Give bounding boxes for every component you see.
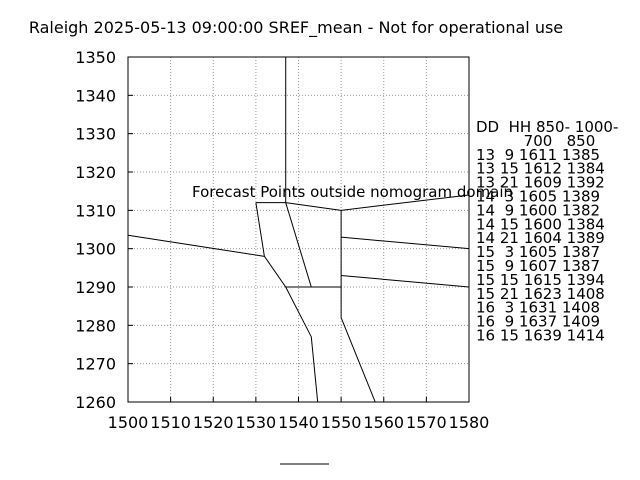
table-row: 14 3 1605 1389: [476, 188, 600, 206]
table-row: 14 21 1604 1389: [476, 229, 605, 247]
table-row: 15 15 1615 1394: [476, 271, 605, 289]
y-tick-label: 1270: [75, 355, 116, 374]
x-tick-label: 1530: [236, 413, 277, 432]
table-row: 13 9 1611 1385: [476, 146, 600, 164]
table-header-line: 700 850: [476, 132, 595, 150]
y-tick-label: 1290: [75, 278, 116, 297]
y-tick-label: 1340: [75, 86, 116, 105]
table-row: 14 9 1600 1382: [476, 201, 600, 219]
x-tick-label: 1580: [449, 413, 490, 432]
nomogram-line: [285, 286, 319, 403]
y-tick-label: 1300: [75, 240, 116, 259]
x-tick-label: 1520: [193, 413, 234, 432]
x-tick-label: 1570: [406, 413, 447, 432]
table-row: 15 3 1605 1387: [476, 243, 600, 261]
table-row: 15 21 1623 1408: [476, 285, 605, 303]
y-tick-label: 1350: [75, 48, 116, 67]
table-row: 16 9 1637 1409: [476, 313, 600, 331]
y-tick-label: 1280: [75, 316, 116, 335]
table-row: 16 3 1631 1408: [476, 299, 600, 317]
table-row: 16 15 1639 1414: [476, 327, 605, 345]
y-tick-label: 1310: [75, 201, 116, 220]
table-row: 13 15 1612 1384: [476, 160, 605, 178]
y-tick-label: 1260: [75, 393, 116, 412]
x-tick-label: 1550: [321, 413, 362, 432]
table-header-line: DD HH 850- 1000-: [476, 118, 618, 136]
nomogram-line: [285, 202, 312, 288]
table-row: 13 21 1609 1392: [476, 174, 605, 192]
outside-domain-annotation: Forecast Points outside nomogram domain: [192, 183, 513, 201]
nomogram-line: [340, 287, 376, 403]
table-row: 15 9 1607 1387: [476, 257, 600, 275]
y-tick-label: 1320: [75, 163, 116, 182]
chart-title: Raleigh 2025-05-13 09:00:00 SREF_mean - …: [29, 18, 563, 38]
x-tick-label: 1560: [363, 413, 404, 432]
axis-ticks: 1500 1510 1520 1530 1540 1550 1560 1570 1580 1260…: [75, 48, 489, 432]
x-tick-label: 1540: [278, 413, 319, 432]
nomogram-line: [127, 234, 265, 257]
nomogram-line: [255, 194, 470, 211]
x-tick-label: 1500: [108, 413, 149, 432]
nomogram-line: [341, 275, 470, 288]
table-row: 14 15 1600 1384: [476, 215, 605, 233]
nomogram-line: [341, 236, 470, 250]
series-lines: [127, 57, 470, 403]
grid-lines: [128, 57, 469, 402]
y-tick-label: 1330: [75, 125, 116, 144]
x-tick-label: 1510: [150, 413, 191, 432]
